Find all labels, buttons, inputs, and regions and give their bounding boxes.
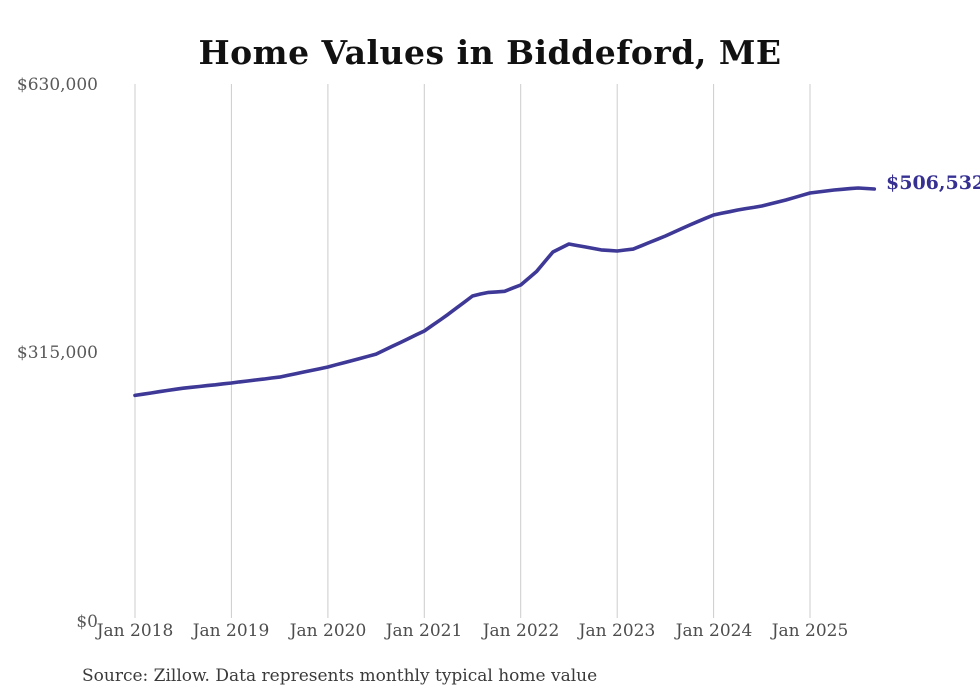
latest-value-label: $506,532 [886, 172, 980, 194]
gridlines [134, 84, 811, 618]
y-axis-tick-630000: $630,000 [16, 75, 98, 95]
chart-title: Home Values in Biddeford, ME [198, 33, 782, 72]
home-value-line [133, 186, 877, 398]
x-axis-tick-jan-2023: Jan 2023 [578, 621, 656, 641]
x-axis-tick-jan-2019: Jan 2019 [192, 621, 270, 641]
x-axis-tick-jan-2021: Jan 2021 [385, 621, 463, 641]
y-axis-tick-315000: $315,000 [16, 343, 98, 363]
y-axis-tick-0: $0 [76, 612, 98, 632]
x-axis-tick-jan-2024: Jan 2024 [675, 621, 753, 641]
x-axis-tick-jan-2022: Jan 2022 [482, 621, 560, 641]
x-axis-tick-jan-2018: Jan 2018 [96, 621, 174, 641]
x-axis-tick-jan-2020: Jan 2020 [289, 621, 367, 641]
x-axis-tick-jan-2025: Jan 2025 [771, 621, 849, 641]
source-note: Source: Zillow. Data represents monthly … [82, 666, 598, 686]
